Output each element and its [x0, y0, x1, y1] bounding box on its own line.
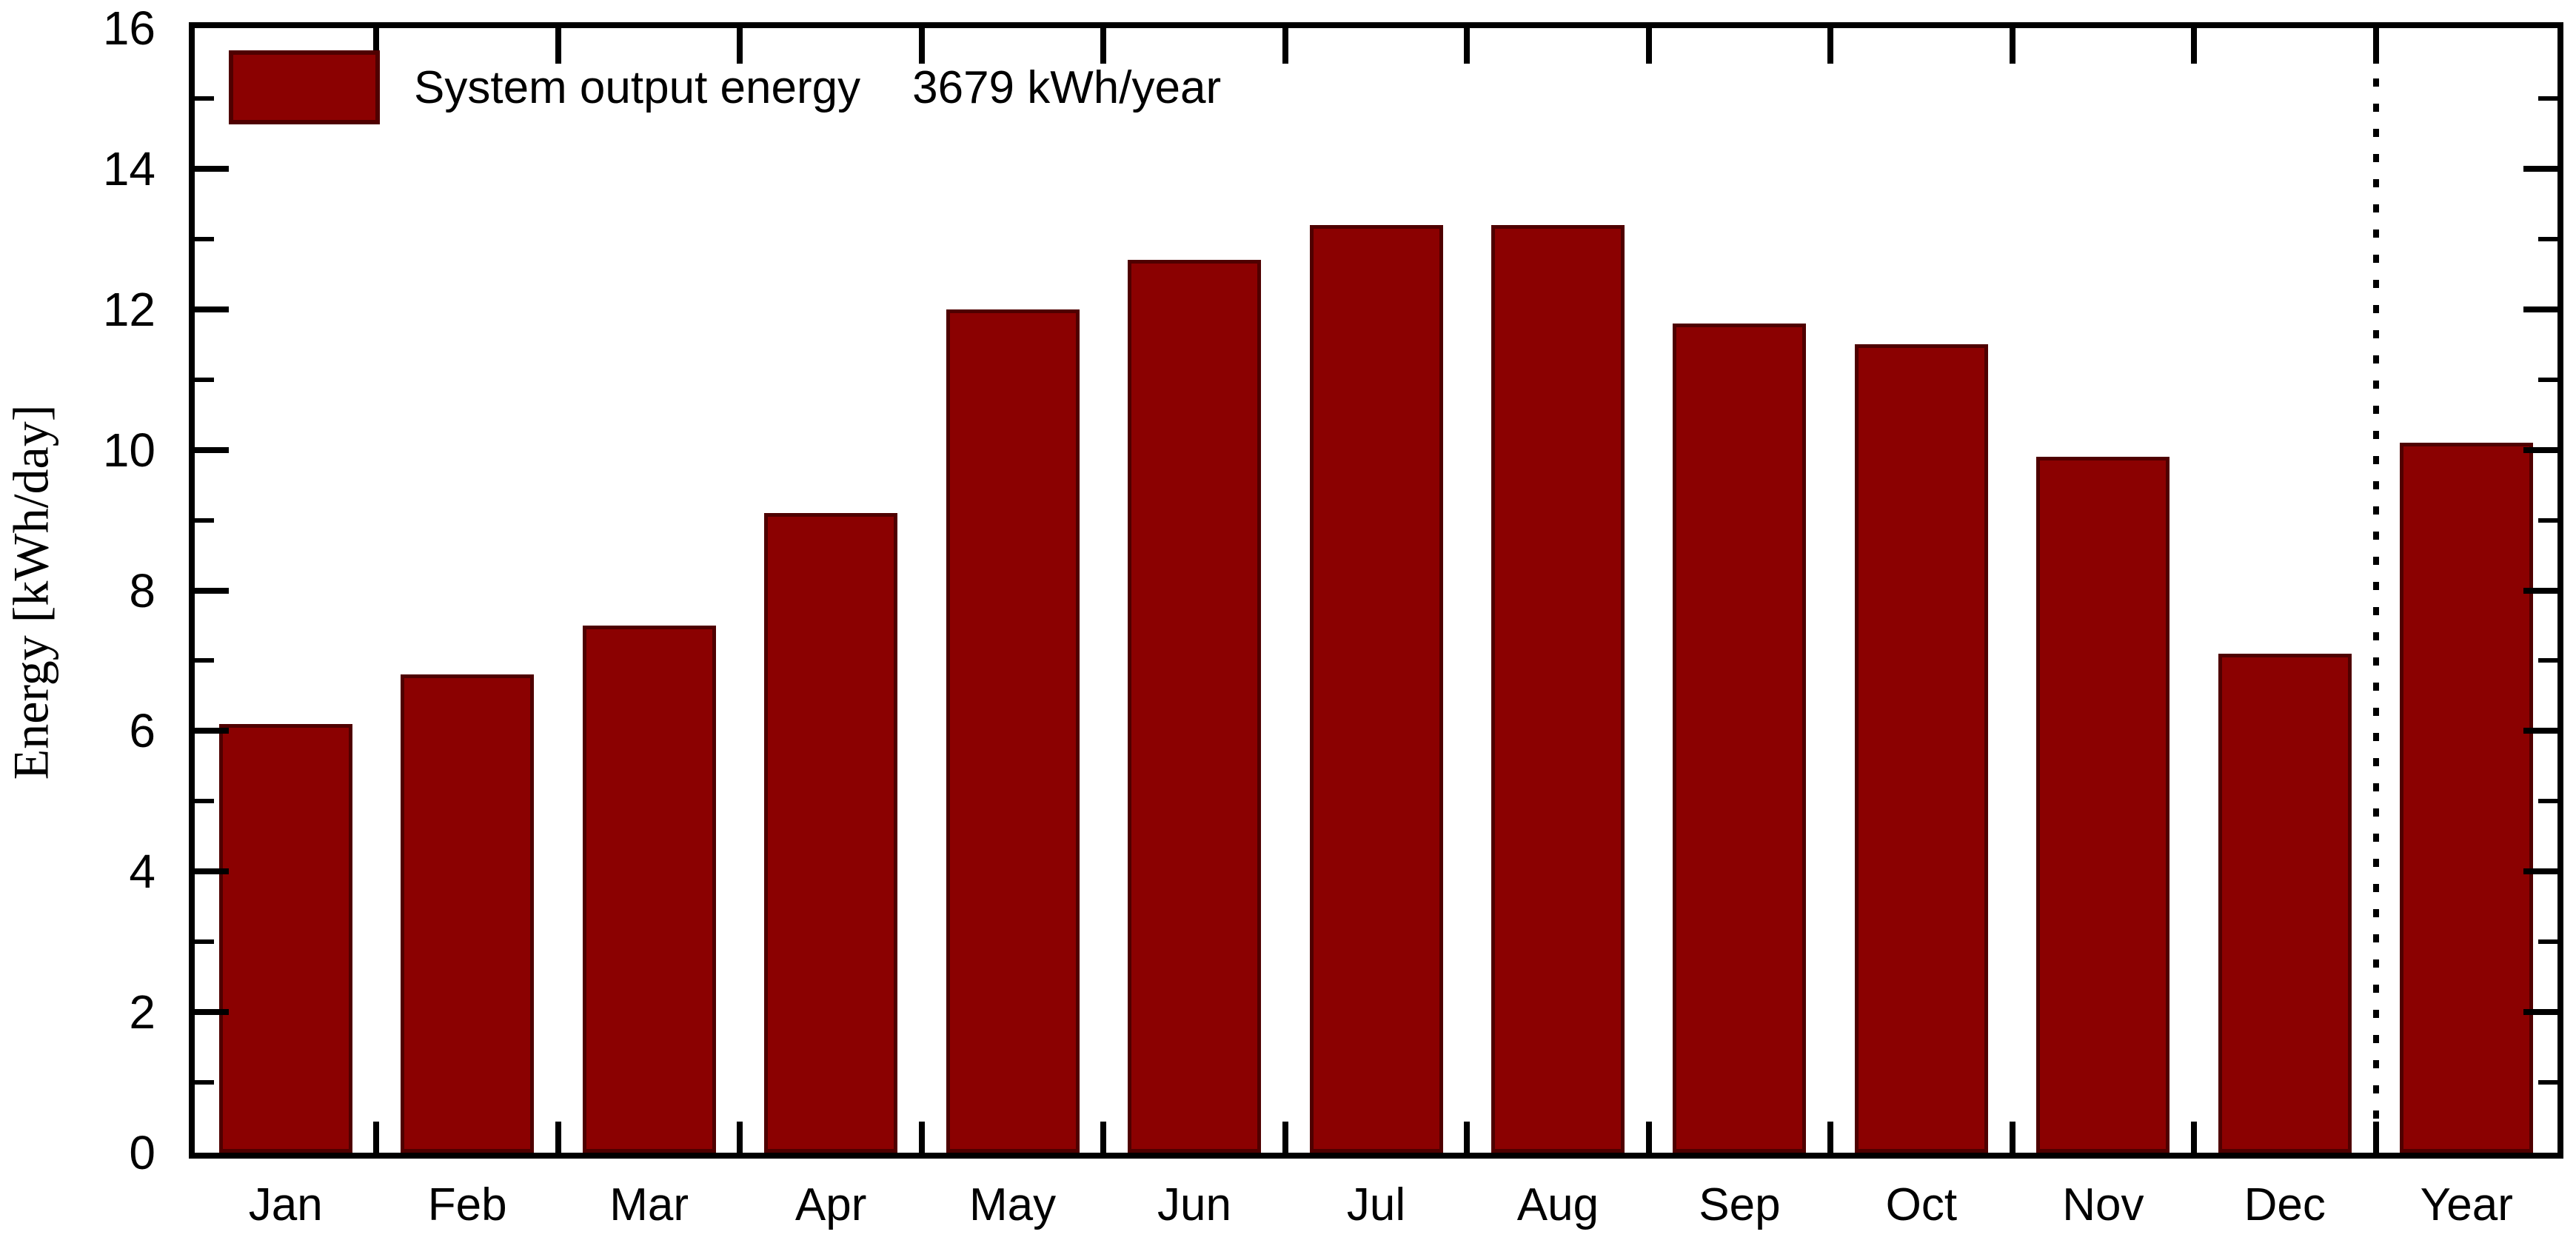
bar-mar: [582, 625, 716, 1153]
y-minor-tick-left: [195, 517, 214, 523]
legend-annotation: 3679 kWh/year: [912, 61, 1222, 113]
x-tick-label-jul: Jul: [1346, 1179, 1406, 1230]
x-tick-bottom: [737, 1122, 743, 1153]
y-tick-label: 12: [102, 282, 155, 336]
x-tick-top: [373, 28, 380, 64]
y-major-tick-right: [2523, 1009, 2557, 1016]
y-minor-tick-left: [195, 377, 214, 382]
bar-jun: [1128, 260, 1262, 1153]
y-minor-tick-right: [2538, 939, 2557, 945]
x-tick-bottom: [555, 1122, 561, 1153]
x-tick-top: [2009, 28, 2015, 64]
y-minor-tick-right: [2538, 517, 2557, 523]
y-tick-label: 14: [102, 141, 155, 195]
x-tick-top: [1464, 28, 1471, 64]
legend-swatch: [229, 50, 380, 124]
bar-aug: [1491, 224, 1625, 1153]
x-tick-top: [555, 28, 561, 64]
year-separator-dotted-line: [2372, 28, 2379, 1153]
y-major-tick-right: [2523, 165, 2557, 172]
bar-may: [946, 309, 1080, 1153]
y-major-tick-right: [2523, 306, 2557, 312]
x-tick-bottom: [918, 1122, 925, 1153]
x-tick-label-apr: Apr: [794, 1179, 867, 1230]
y-minor-tick-left: [195, 236, 214, 241]
x-tick-bottom: [2009, 1122, 2015, 1153]
x-tick-label-oct: Oct: [1885, 1179, 1958, 1230]
y-minor-tick-right: [2538, 658, 2557, 663]
x-tick-bottom: [1827, 1122, 1834, 1153]
y-minor-tick-left: [195, 96, 214, 101]
x-tick-label-may: May: [968, 1179, 1057, 1230]
bar-feb: [401, 674, 535, 1153]
bar-apr: [764, 513, 898, 1153]
y-major-tick-left: [195, 587, 229, 594]
y-minor-tick-left: [195, 658, 214, 663]
x-tick-top: [1282, 28, 1288, 64]
y-major-tick-right: [2523, 446, 2557, 453]
legend: System output energy 3679 kWh/year: [229, 50, 1221, 124]
y-tick-label: 2: [129, 985, 155, 1039]
x-tick-label-sep: Sep: [1699, 1179, 1781, 1230]
x-tick-top: [737, 28, 743, 64]
y-tick-label: 16: [102, 1, 155, 55]
x-tick-bottom: [1645, 1122, 1652, 1153]
x-tick-label-nov: Nov: [2062, 1179, 2144, 1230]
x-tick-label-dec: Dec: [2244, 1179, 2326, 1230]
y-minor-tick-right: [2538, 236, 2557, 241]
bar-nov: [2036, 457, 2170, 1153]
y-major-tick-right: [2523, 728, 2557, 734]
y-major-tick-left: [195, 868, 229, 875]
y-tick-label: 4: [129, 845, 155, 899]
y-minor-tick-right: [2538, 377, 2557, 382]
y-major-tick-left: [195, 728, 229, 734]
x-tick-top: [1100, 28, 1107, 64]
bar-jul: [1309, 224, 1443, 1153]
x-tick-bottom: [373, 1122, 380, 1153]
y-minor-tick-left: [195, 939, 214, 945]
x-tick-top: [918, 28, 925, 64]
x-tick-top: [2191, 28, 2198, 64]
y-tick-label: 10: [102, 423, 155, 477]
x-tick-label-year: Year: [2420, 1179, 2513, 1230]
y-major-tick-right: [2523, 868, 2557, 875]
bar-oct: [1854, 344, 1988, 1153]
x-tick-label-feb: Feb: [427, 1179, 507, 1230]
y-minor-tick-right: [2538, 799, 2557, 804]
y-minor-tick-right: [2538, 96, 2557, 101]
plot-frame: [189, 22, 2563, 1159]
x-tick-label-mar: Mar: [609, 1179, 689, 1230]
y-major-tick-left: [195, 165, 229, 172]
x-tick-label-aug: Aug: [1516, 1179, 1599, 1230]
y-minor-tick-right: [2538, 1080, 2557, 1085]
y-tick-label: 6: [129, 704, 155, 758]
y-tick-label: 8: [129, 563, 155, 617]
bar-jan: [218, 723, 352, 1153]
x-tick-label-jan: Jan: [248, 1179, 323, 1230]
x-tick-bottom: [2191, 1122, 2198, 1153]
y-minor-tick-left: [195, 799, 214, 804]
bar-sep: [1673, 323, 1807, 1153]
y-major-tick-left: [195, 306, 229, 312]
y-tick-label: 0: [129, 1126, 155, 1179]
y-minor-tick-left: [195, 1080, 214, 1085]
bar-dec: [2218, 653, 2352, 1153]
x-tick-top: [1827, 28, 1834, 64]
bar-year: [2400, 443, 2534, 1153]
y-major-tick-right: [2523, 587, 2557, 594]
x-tick-bottom: [1282, 1122, 1288, 1153]
y-major-tick-left: [195, 446, 229, 453]
x-tick-top: [1645, 28, 1652, 64]
x-tick-bottom: [1100, 1122, 1107, 1153]
legend-label: System output energy: [414, 61, 861, 113]
x-tick-bottom: [1464, 1122, 1471, 1153]
y-major-tick-left: [195, 1009, 229, 1016]
x-tick-label-jun: Jun: [1157, 1179, 1232, 1230]
